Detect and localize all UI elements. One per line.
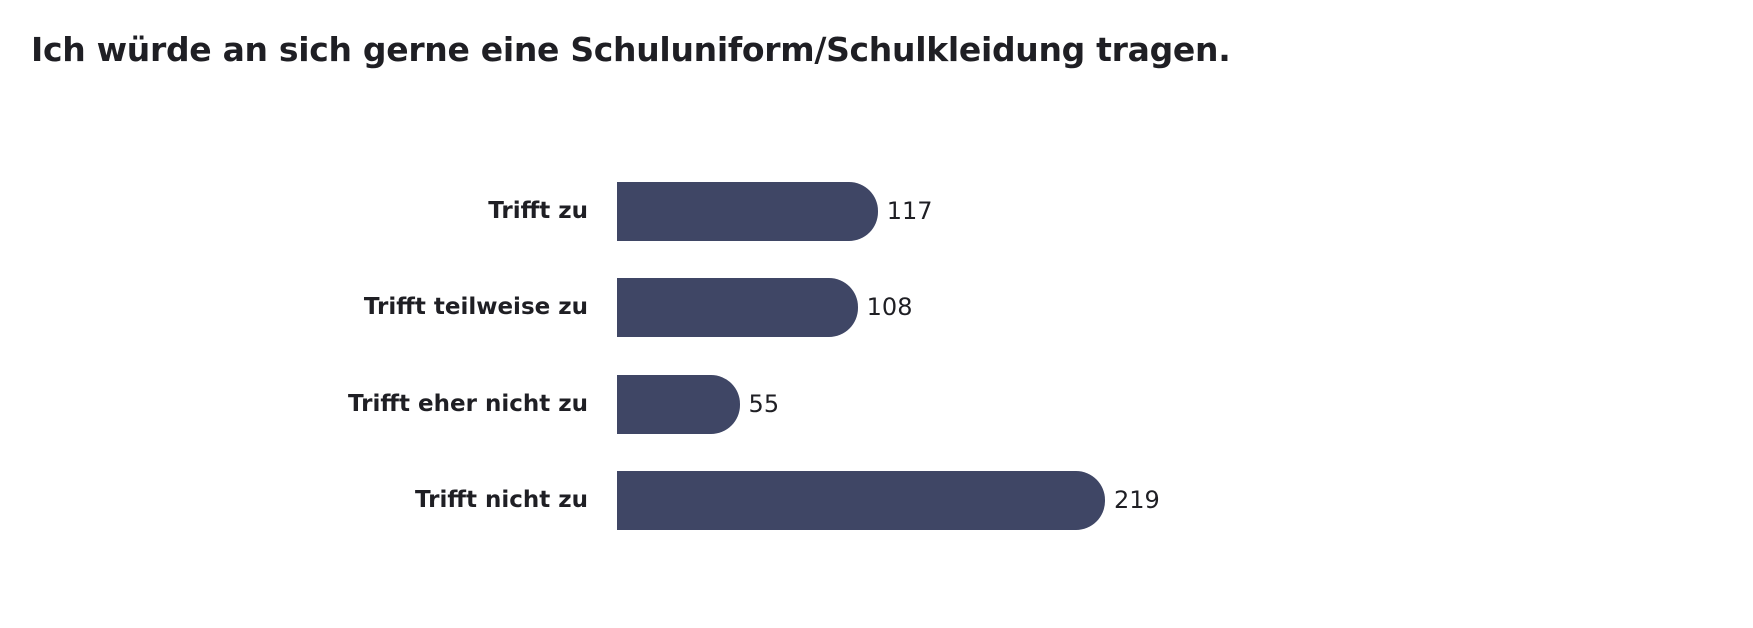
bar [617,182,878,241]
value-label: 55 [748,389,780,418]
category-label: Trifft zu [488,198,588,224]
value-label: 219 [1114,485,1160,514]
value-label: 117 [886,197,933,225]
chart-title: Ich würde an sich gerne eine Schulunifor… [31,30,1231,69]
bar [617,374,740,434]
bar-row: Trifft eher nicht zu 55 [0,374,1753,434]
category-label: Trifft eher nicht zu [348,390,588,417]
bar [617,278,858,338]
value-label: 108 [866,293,913,322]
bar [617,470,1105,530]
bar-row: Trifft teilweise zu 108 [0,278,1753,338]
category-label: Trifft nicht zu [414,486,588,513]
bar-row: Trifft nicht zu 219 [0,470,1753,530]
category-label: Trifft teilweise zu [363,294,588,321]
bar-row: Trifft zu 117 [0,182,1753,241]
